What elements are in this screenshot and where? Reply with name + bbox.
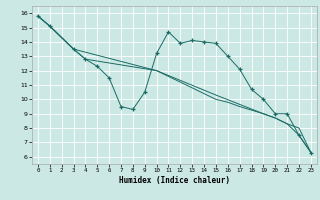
- X-axis label: Humidex (Indice chaleur): Humidex (Indice chaleur): [119, 176, 230, 185]
